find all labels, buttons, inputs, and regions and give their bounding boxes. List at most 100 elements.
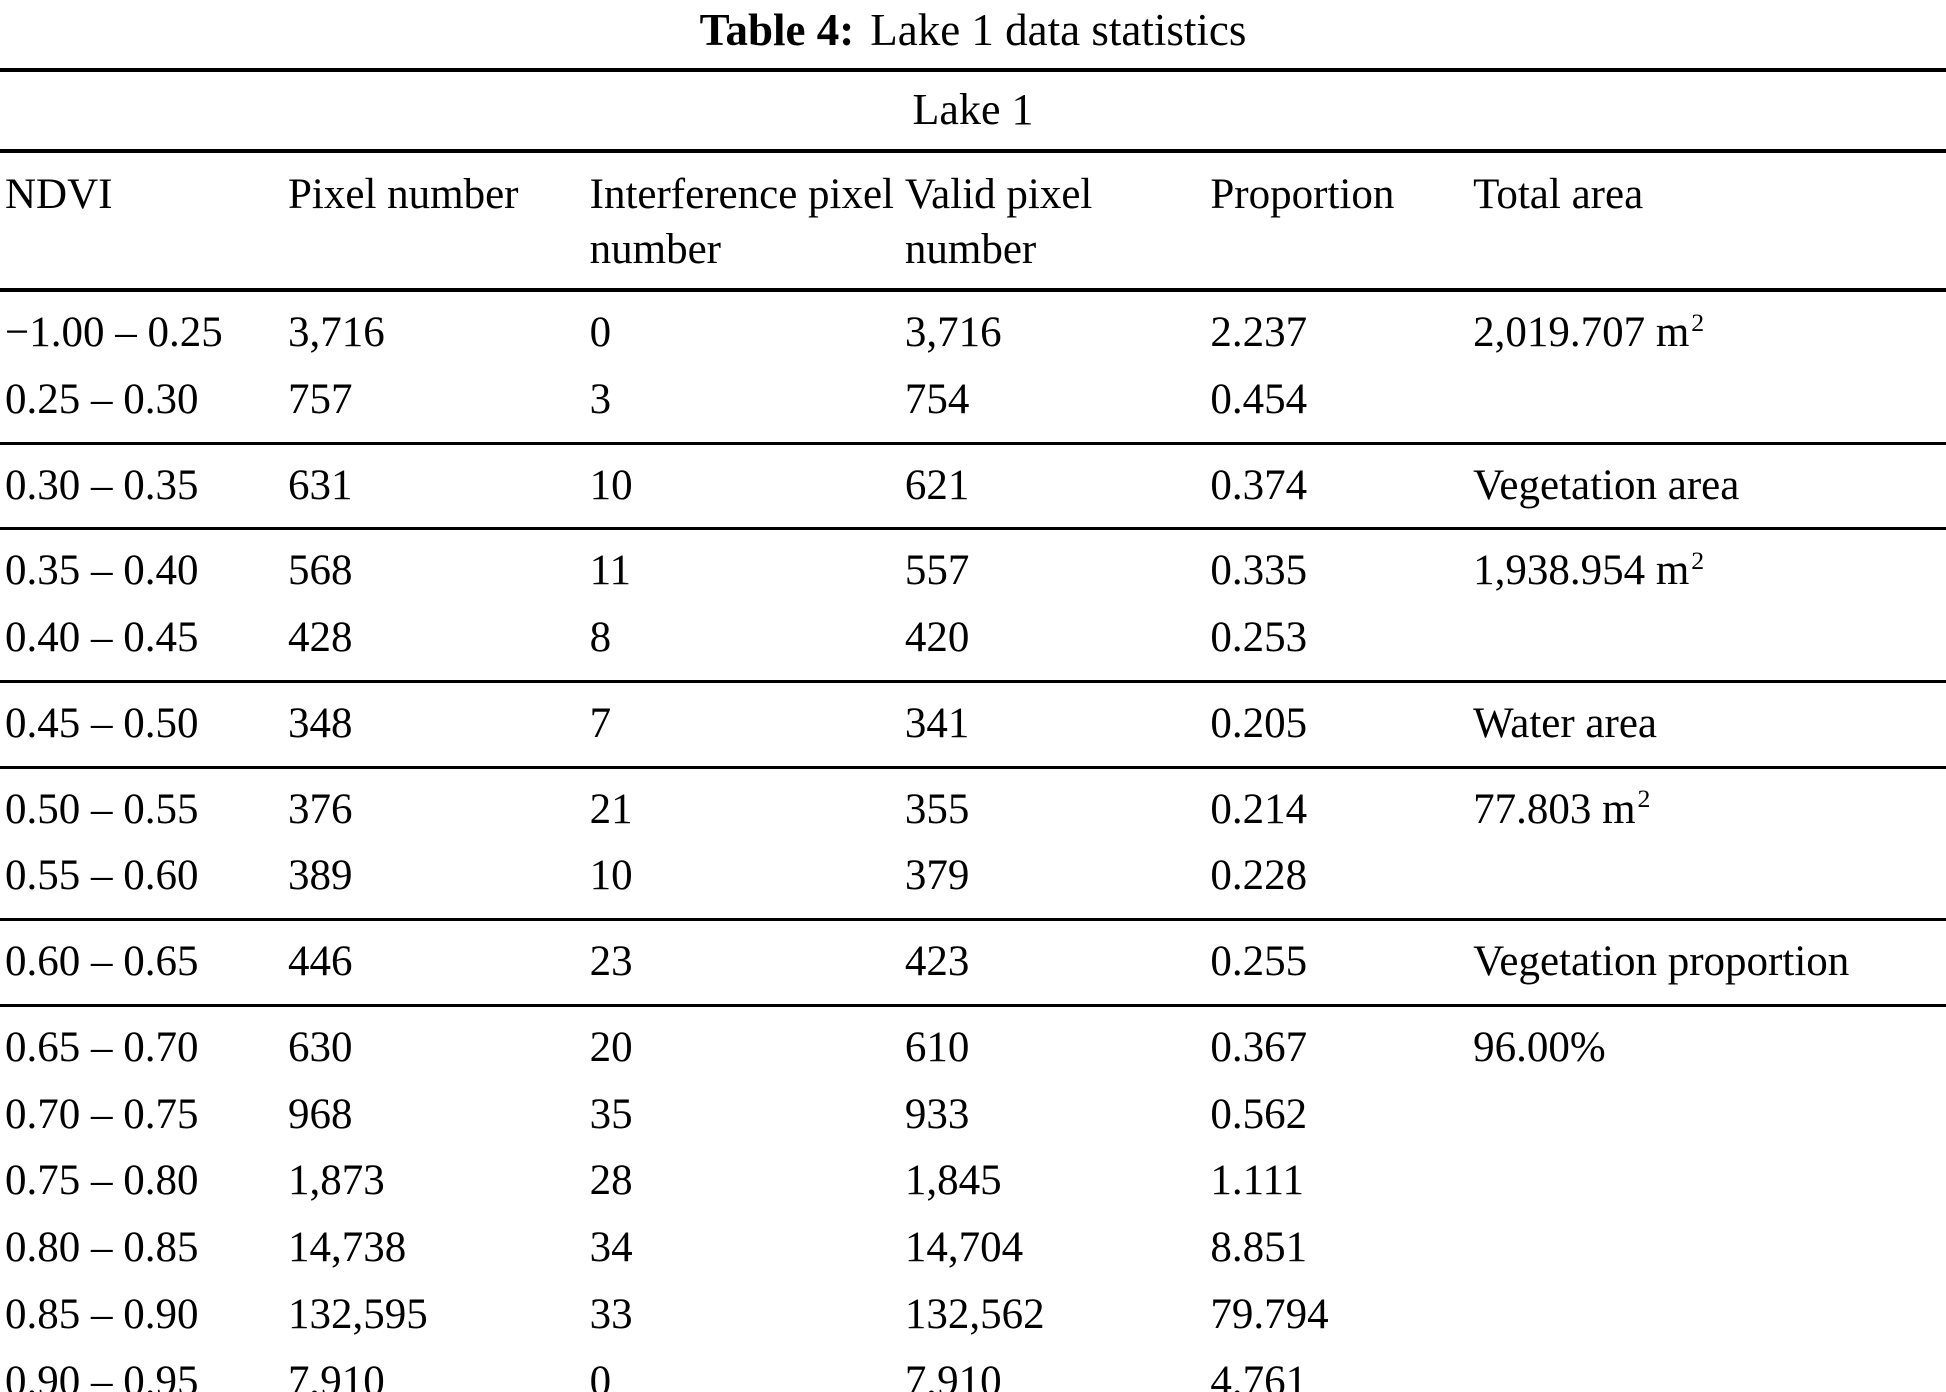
cell-ndvi: 0.65 – 0.70 [5,1023,199,1071]
table-row: 0.80 – 0.85 14,738 34 14,704 8.851 [0,1215,1946,1282]
table-head: Lake 1 NDVI Pixel number Interference pi… [0,69,1946,293]
cell-ndvi: 0.85 – 0.90 [5,1290,199,1338]
squared-superscript: 2 [1691,546,1705,576]
cell-total-area: Vegetation proportion [1473,938,1850,986]
table-row: 0.35 – 0.40 568 11 557 0.335 1,938.954 m2 [0,529,1946,605]
column-header-valid-pixel-number: Valid pixel number [904,150,1211,293]
cell-valid-pixel-number: 3,716 [904,309,1002,357]
cell-total-area: 96.00% [1473,1023,1606,1071]
table-row: 0.30 – 0.35 631 10 621 0.374 Vegetation area [0,443,1946,529]
cell-pixel-number: 132,595 [288,1290,428,1338]
cell-total-area: 2,019.707 m2 [1473,307,1705,357]
cell-valid-pixel-number: 420 [904,614,970,662]
cell-pixel-number: 568 [288,547,353,595]
cell-ndvi: 0.70 – 0.75 [5,1090,199,1138]
table-row-group: 0.65 – 0.70 630 20 610 0.367 96.00% 0.70 – 0.7… [0,1005,1946,1392]
cell-interference-pixel-number: 28 [589,1157,633,1205]
cell-pixel-number: 968 [288,1090,353,1138]
cell-total-area [1473,1349,1946,1392]
cell-interference-pixel-number: 23 [589,938,633,986]
cell-proportion: 1.111 [1210,1157,1304,1205]
table-row: 0.70 – 0.75 968 35 933 0.562 [0,1082,1946,1149]
cell-ndvi: 0.40 – 0.45 [5,614,199,662]
cell-ndvi: 0.35 – 0.40 [5,547,199,595]
cell-valid-pixel-number: 610 [904,1023,970,1071]
cell-proportion: 79.794 [1210,1290,1329,1338]
cell-interference-pixel-number: 35 [589,1090,633,1138]
data-table: Lake 1 NDVI Pixel number Interference pi… [0,67,1946,1392]
span-header-lake-1: Lake 1 [0,69,1946,153]
cell-total-area [1473,367,1946,443]
table-row: 0.90 – 0.95 7,910 0 7,910 4.761 [0,1349,1946,1392]
cell-pixel-number: 389 [288,852,353,900]
cell-proportion: 0.253 [1210,614,1308,662]
column-header-row: NDVI Pixel number Interference pixel num… [0,150,1946,293]
table-row: 0.40 – 0.45 428 8 420 0.253 [0,605,1946,681]
cell-valid-pixel-number: 14,704 [904,1224,1024,1272]
cell-ndvi: 0.55 – 0.60 [5,852,199,900]
column-header-total-area: Total area [1473,150,1946,293]
cell-total-area: Water area [1473,699,1657,747]
cell-pixel-number: 3,716 [288,309,385,357]
cell-valid-pixel-number: 621 [904,461,970,509]
cell-valid-pixel-number: 933 [904,1090,970,1138]
cell-interference-pixel-number: 0 [589,1357,612,1392]
cell-proportion: 0.214 [1210,785,1308,833]
column-header-interference-pixel-number: Interference pixel number [589,150,905,293]
cell-valid-pixel-number: 754 [904,376,970,424]
cell-pixel-number: 446 [288,938,353,986]
cell-ndvi: 0.75 – 0.80 [5,1157,199,1205]
cell-total-area [1473,1215,1946,1282]
cell-interference-pixel-number: 20 [589,1023,633,1071]
table-row-group: 0.35 – 0.40 568 11 557 0.335 1,938.954 m2 0.40… [0,528,1946,681]
column-header-pixel-number: Pixel number [288,150,590,293]
cell-interference-pixel-number: 0 [589,309,612,357]
table-row: 0.75 – 0.80 1,873 28 1,845 1.111 [0,1148,1946,1215]
table-row: 0.60 – 0.65 446 23 423 0.255 Vegetation propo… [0,920,1946,1006]
cell-interference-pixel-number: 21 [589,785,633,833]
column-header-proportion: Proportion [1210,150,1474,293]
table-row: −1.00 – 0.25 3,716 0 3,716 2.237 2,019.707 m2 [0,290,1946,367]
cell-total-area [1473,605,1946,681]
cell-total-area: 77.803 m2 [1473,784,1651,833]
cell-valid-pixel-number: 341 [904,699,970,747]
cell-proportion: 0.562 [1210,1090,1308,1138]
cell-total-area: 1,938.954 m2 [1473,546,1705,595]
cell-ndvi: −1.00 – 0.25 [5,309,223,357]
table-row: 0.85 – 0.90 132,595 33 132,562 79.794 [0,1282,1946,1349]
cell-total-area [1473,1082,1946,1149]
cell-valid-pixel-number: 379 [904,852,970,900]
cell-proportion: 0.335 [1210,547,1308,595]
cell-valid-pixel-number: 355 [904,785,970,833]
cell-ndvi: 0.25 – 0.30 [5,376,199,424]
cell-proportion: 0.205 [1210,699,1308,747]
cell-interference-pixel-number: 10 [589,852,633,900]
cell-interference-pixel-number: 11 [589,547,632,595]
table-row: 0.50 – 0.55 376 21 355 0.214 77.803 m2 [0,767,1946,843]
cell-total-area [1473,1282,1946,1349]
table-row: 0.55 – 0.60 389 10 379 0.228 [0,843,1946,919]
cell-pixel-number: 631 [288,461,353,509]
table-row-group: 0.30 – 0.35 631 10 621 0.374 Vegetation area [0,443,1946,529]
cell-proportion: 0.255 [1210,938,1308,986]
cell-ndvi: 0.80 – 0.85 [5,1224,199,1272]
cell-interference-pixel-number: 34 [589,1224,633,1272]
cell-interference-pixel-number: 33 [589,1290,633,1338]
table-row-group: 0.60 – 0.65 446 23 423 0.255 Vegetation propo… [0,919,1946,1006]
cell-pixel-number: 428 [288,614,353,662]
cell-proportion: 0.228 [1210,852,1308,900]
cell-valid-pixel-number: 557 [904,547,970,595]
cell-valid-pixel-number: 423 [904,938,970,986]
cell-total-area [1473,843,1946,919]
table-caption-text: Lake 1 data statistics [870,5,1247,55]
cell-interference-pixel-number: 3 [589,376,612,424]
cell-interference-pixel-number: 7 [589,699,612,747]
cell-ndvi: 0.30 – 0.35 [5,461,199,509]
cell-interference-pixel-number: 8 [589,614,612,662]
cell-pixel-number: 630 [288,1023,353,1071]
squared-superscript: 2 [1691,307,1705,337]
cell-pixel-number: 7,910 [288,1357,385,1392]
table-row-group: −1.00 – 0.25 3,716 0 3,716 2.237 2,019.707 m2… [0,290,1946,443]
cell-pixel-number: 14,738 [288,1224,407,1272]
cell-pixel-number: 757 [288,376,353,424]
